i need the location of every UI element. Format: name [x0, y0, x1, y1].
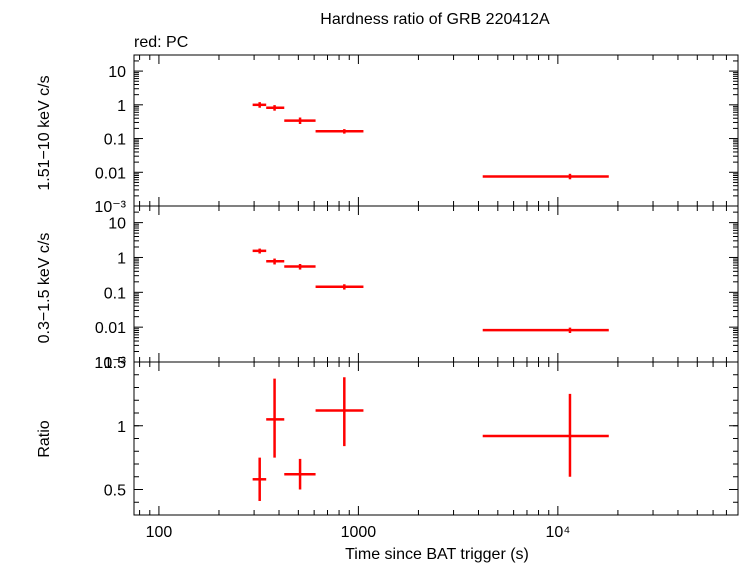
data-point — [252, 248, 267, 254]
y-tick-label: 0.01 — [95, 320, 126, 337]
y-tick-label: 0.1 — [104, 132, 126, 149]
y-tick-label: 0.1 — [104, 285, 126, 302]
y-tick-label: 1 — [117, 98, 126, 115]
legend-text: red: PC — [134, 34, 188, 51]
data-point — [482, 393, 609, 477]
x-tick-label: 10⁴ — [546, 524, 571, 541]
data-point — [284, 263, 316, 270]
panel-top-ylabel: 1.51−10 keV c/s — [36, 75, 53, 190]
data-point — [266, 378, 285, 458]
panel-bottom-ylabel: Ratio — [36, 420, 53, 457]
chart-title: Hardness ratio of GRB 220412A — [320, 11, 550, 28]
data-point — [266, 105, 285, 111]
y-tick-label: 1 — [117, 419, 126, 436]
y-tick-label: 1 — [117, 250, 126, 267]
data-point — [482, 327, 609, 333]
data-point — [252, 102, 267, 108]
y-tick-label: 0.01 — [95, 165, 126, 182]
panel-middle-ylabel: 0.3−1.5 keV c/s — [36, 233, 53, 344]
data-point — [284, 117, 316, 124]
data-point — [315, 377, 364, 447]
x-tick-label: 1000 — [341, 524, 377, 541]
y-tick-label: 10⁻³ — [94, 199, 126, 216]
data-point — [284, 458, 316, 490]
data-point — [266, 258, 285, 265]
y-tick-label: 10 — [108, 64, 126, 81]
y-tick-label: 10 — [108, 216, 126, 233]
data-marks — [252, 102, 609, 501]
x-tick-label: 100 — [146, 524, 173, 541]
y-tick-label: 1.5 — [104, 355, 126, 372]
data-point — [315, 284, 364, 290]
x-axis-label: Time since BAT trigger (s) — [345, 546, 529, 563]
data-point — [315, 129, 364, 134]
data-point — [252, 457, 267, 501]
y-tick-label: 0.5 — [104, 483, 126, 500]
data-point — [482, 173, 609, 180]
y-tick-label: 10⁻³ — [94, 355, 126, 372]
